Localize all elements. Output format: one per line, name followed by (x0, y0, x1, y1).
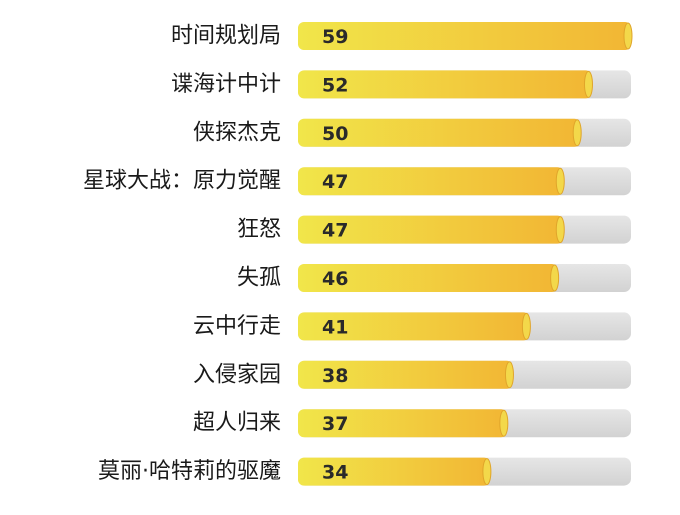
bar-cap (521, 312, 531, 340)
bar-cap (550, 264, 560, 292)
bar-row: 超人归来 37 (193, 409, 631, 438)
value-label: 34 (322, 462, 348, 484)
value-label: 50 (322, 123, 348, 145)
bar (298, 118, 581, 147)
category-label: 狂怒 (237, 217, 281, 242)
bar (298, 409, 507, 438)
bar-row: 云中行走 41 (193, 312, 631, 341)
bar-row: 失孤 46 (237, 264, 631, 292)
bar-row: 星球大战：原力觉醒 47 (83, 167, 631, 196)
bar-cap (482, 458, 492, 486)
category-label: 云中行走 (193, 314, 281, 339)
bar-row: 莫丽·哈特莉的驱魔 34 (98, 457, 631, 486)
bar (298, 70, 592, 99)
bar-row: 侠探杰克 50 (193, 118, 631, 147)
category-label: 星球大战：原力觉醒 (83, 169, 281, 194)
bar-row: 狂怒 47 (237, 215, 631, 244)
bar-row: 时间规划局 59 (171, 22, 633, 50)
bar-cap (623, 22, 633, 50)
bar-cap (572, 119, 582, 147)
bar (298, 312, 530, 341)
bar-cap (555, 167, 565, 195)
bar (298, 215, 564, 244)
value-label: 52 (322, 74, 348, 96)
bar (298, 457, 490, 486)
category-label: 时间规划局 (171, 24, 281, 49)
bar-row: 入侵家园 38 (193, 360, 631, 389)
bar-cap (504, 361, 514, 389)
value-label: 59 (322, 26, 348, 48)
value-label: 41 (322, 316, 348, 338)
category-label: 谍海计中计 (171, 72, 281, 97)
bar-cap (583, 70, 593, 98)
value-label: 46 (322, 268, 348, 290)
value-label: 47 (322, 171, 348, 193)
category-label: 超人归来 (193, 411, 281, 436)
bar (298, 22, 631, 50)
bar-row: 谍海计中计 52 (171, 70, 631, 99)
category-label: 侠探杰克 (193, 120, 281, 145)
bar (298, 264, 558, 292)
bar-cap (499, 409, 509, 437)
bar (298, 167, 564, 196)
value-label: 47 (322, 220, 348, 242)
bar-cap (555, 216, 565, 244)
bar (298, 360, 513, 389)
category-label: 失孤 (237, 266, 281, 291)
category-label: 莫丽·哈特莉的驱魔 (98, 459, 281, 484)
value-label: 38 (322, 365, 348, 387)
value-label: 37 (322, 413, 348, 435)
category-label: 入侵家园 (193, 362, 281, 387)
